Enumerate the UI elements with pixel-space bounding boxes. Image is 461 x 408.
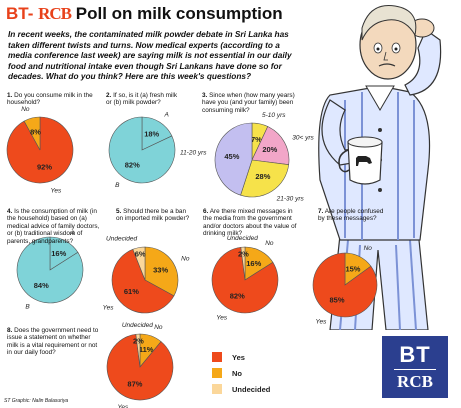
bt-rcb-logo: BT RCB <box>382 336 448 398</box>
pie-chart-3: 7% 5-10 yrs 20% 30< yrs 28% 21-30 yrs 45% 11-20… <box>180 112 315 203</box>
question-4: 4. Is the consumption of milk (in the ho… <box>7 208 100 245</box>
pie-chart-1: 92% Yes 8% No <box>6 106 74 194</box>
pie-4-label-a: A <box>69 230 74 237</box>
logo-divider <box>394 369 436 370</box>
pie-6-slice-undecided <box>240 246 246 281</box>
rcb-logo-text: RCB <box>38 4 72 23</box>
poll-title: Poll on milk consumption <box>75 4 283 23</box>
pie-2-value-a: 18% <box>144 130 159 139</box>
legend: Yes No Undecided <box>212 352 270 394</box>
pie-6-value-yes: 82% <box>230 291 245 300</box>
legend-item-no: No <box>212 368 270 378</box>
pie-3-label-5-10-yrs: 5-10 yrs <box>262 112 286 119</box>
pie-chart-5: 33% No 61% Yes 6% Undecided <box>103 235 190 314</box>
pie-1-label-yes: Yes <box>50 187 62 194</box>
pie-5-slice-yes <box>111 248 175 314</box>
pie-8-label-yes: Yes <box>117 404 129 408</box>
legend-swatch-yes <box>212 352 222 362</box>
pie-6-label-no: No <box>265 240 274 247</box>
pie-6-value-undecided: 2% <box>238 249 249 258</box>
pie-3-label-11-20-yrs: 11-20 yrs <box>180 150 207 157</box>
pie-4-label-b: B <box>25 304 30 311</box>
pie-6-label-yes: Yes <box>216 315 228 322</box>
pie-5-value-no: 33% <box>153 266 168 275</box>
pie-8-value-no: 11% <box>139 345 154 354</box>
legend-label-no: No <box>232 368 242 378</box>
legend-label-yes: Yes <box>232 352 245 362</box>
question-6: 6. Are there mixed messages in the media… <box>203 208 297 238</box>
header-prefix: BT- <box>6 4 34 23</box>
pie-6-value-no: 16% <box>246 259 261 268</box>
question-8: 8. Does the government need to issue a s… <box>7 327 99 357</box>
legend-label-undecided: Undecided <box>232 384 271 394</box>
pie-5-value-yes: 61% <box>124 287 139 296</box>
pie-2-value-b: 82% <box>125 160 140 169</box>
pie-7-value-no: 15% <box>345 264 360 273</box>
header-title: BT- RCB Poll on milk consumption <box>6 4 283 24</box>
pie-7-value-yes: 85% <box>330 296 345 305</box>
pie-8-value-undecided: 2% <box>133 336 144 345</box>
pie-3-label-21-30-yrs: 21-30 yrs <box>276 196 305 203</box>
pie-3-slice-30-yrs <box>251 126 290 165</box>
pie-7-label-no: No <box>364 245 373 252</box>
pie-chart-6: 16% No 82% Yes 2% Undecided <box>211 235 279 322</box>
pie-8-slice-undecided <box>135 333 141 368</box>
pie-3-label-30-yrs: 30< yrs <box>292 135 314 142</box>
pie-chart-8: 11% No 87% Yes 2% Undecided <box>106 322 174 408</box>
pie-7-label-yes: Yes <box>316 318 328 325</box>
pie-2-label-b: B <box>115 182 120 189</box>
pie-1-slice-no <box>23 116 41 151</box>
legend-swatch-undecided <box>212 384 222 394</box>
pie-8-slice-yes <box>106 333 174 401</box>
pie-6-slice-yes <box>211 246 279 314</box>
pie-chart-4: 16% A 84% B <box>16 230 84 311</box>
pie-5-label-undecided: Undecided <box>106 235 137 242</box>
pie-3-value-21-30-yrs: 28% <box>255 172 270 181</box>
bt-logo-text: BT <box>399 342 431 367</box>
question-5: 5. Should there be a ban on imported mil… <box>116 208 190 223</box>
pie-4-value-a: 16% <box>51 249 66 258</box>
man-in-pyjamas-illustration <box>318 4 442 330</box>
question-1: 1. Do you consume milk in the household? <box>7 92 93 107</box>
pie-5-value-undecided: 6% <box>135 250 146 259</box>
pie-2-label-a: A <box>164 111 169 118</box>
pie-4-slice-b <box>16 236 84 304</box>
pie-2-slice-b <box>108 116 176 184</box>
pie-4-value-b: 84% <box>34 281 49 290</box>
pie-3-value-11-20-yrs: 45% <box>224 152 239 161</box>
pie-6-label-undecided: Undecided <box>227 235 258 242</box>
pie-5-slice-undecided <box>132 246 146 281</box>
pie-3-value-30-yrs: 20% <box>262 145 277 154</box>
question-7: 7. Are people confused by these messages… <box>318 208 384 223</box>
pie-1-label-no: No <box>21 106 30 113</box>
pie-5-label-no: No <box>181 255 190 262</box>
pie-5-label-yes: Yes <box>103 304 115 311</box>
intro-text: In recent weeks, the contaminated milk p… <box>8 29 292 82</box>
pie-8-value-yes: 87% <box>127 379 142 388</box>
question-2: 2. If so, is it (a) fresh milk or (b) mi… <box>106 92 178 107</box>
pie-1-value-no: 8% <box>30 127 41 136</box>
legend-item-undecided: Undecided <box>212 384 270 394</box>
pie-8-label-undecided: Undecided <box>122 322 153 329</box>
pie-3-value-5-10-yrs: 7% <box>251 135 262 144</box>
legend-item-yes: Yes <box>212 352 270 362</box>
pie-3-slice-21-30-yrs <box>240 159 290 198</box>
pie-chart-2: 18% A 82% B <box>108 111 176 189</box>
pie-3-slice-11-20-yrs <box>214 122 253 196</box>
question-3: 3. Since when (how many years) have you … <box>202 92 295 114</box>
pie-chart-7: 15% No 85% Yes <box>312 245 378 325</box>
pie-5-slice-no <box>144 246 179 297</box>
pie-7-slice-yes <box>312 252 378 318</box>
graphic-credit: ST Graphic: Nalin Balasuriya <box>4 398 69 404</box>
legend-swatch-no <box>212 368 222 378</box>
pie-8-label-no: No <box>154 324 163 331</box>
pie-1-value-yes: 92% <box>37 163 52 172</box>
rcb-logo-bottom: RCB <box>397 372 433 391</box>
